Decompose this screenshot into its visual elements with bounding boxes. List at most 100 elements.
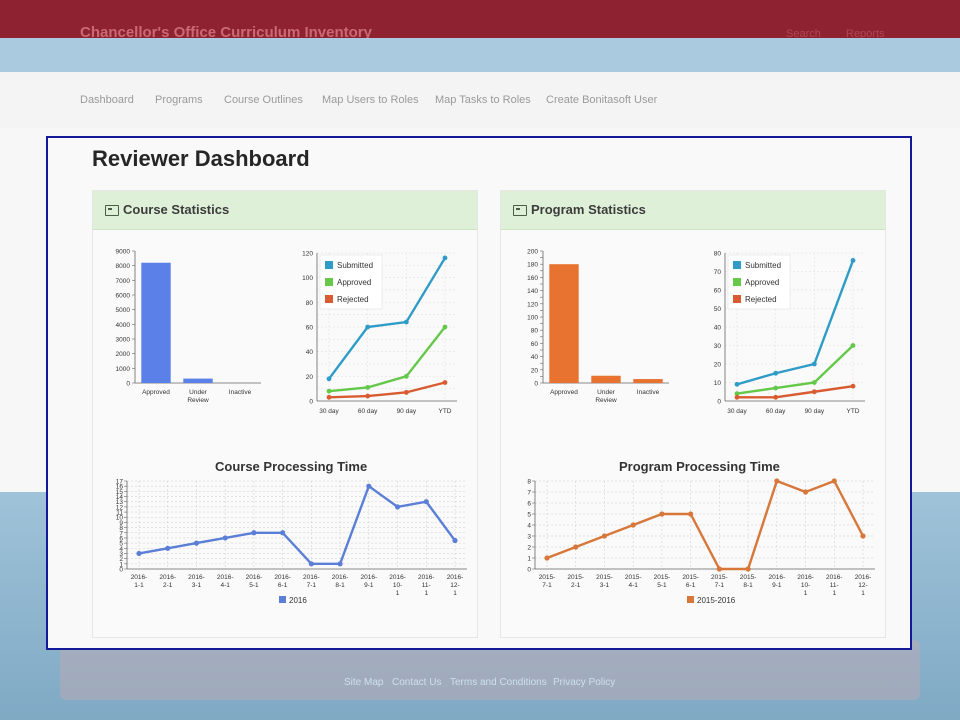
data-point-rejected <box>734 394 740 400</box>
nav-item-map-users-to-roles[interactable]: Map Users to Roles <box>322 94 419 106</box>
y-tick-label: 40 <box>306 349 314 356</box>
y-tick-label: 4 <box>119 546 123 553</box>
y-tick-label: 1 <box>119 561 123 568</box>
x-tick-label: 2016- <box>217 574 234 581</box>
x-tick-label: 2016- <box>418 574 435 581</box>
y-tick-label: 12 <box>116 504 124 511</box>
data-point-approved <box>403 373 409 379</box>
dashboard-highlight-frame: Reviewer Dashboard Course Statistics 0 10… <box>46 136 912 650</box>
y-tick-label: 4 <box>527 523 531 530</box>
x-tick-label: 2015- <box>654 574 671 581</box>
y-tick-label: 2 <box>527 545 531 552</box>
data-point <box>251 530 257 536</box>
x-tick-label: 7-1 <box>542 582 552 589</box>
bar-inactive <box>633 379 663 383</box>
x-tick-label: Under <box>597 389 616 396</box>
x-tick-label: 3-1 <box>600 582 610 589</box>
x-tick-label: 1 <box>832 590 836 597</box>
x-tick-label: 2016- <box>797 574 814 581</box>
x-tick-label: 60 day <box>766 408 786 415</box>
x-tick-label: 2015- <box>682 574 699 581</box>
data-point-rejected <box>850 383 856 389</box>
x-tick-label: 30 day <box>319 408 339 415</box>
data-point-approved <box>734 391 740 396</box>
y-tick-label: 15 <box>116 489 124 496</box>
footer-link-site-map[interactable]: Site Map <box>344 677 384 688</box>
data-point-submitted <box>850 258 856 263</box>
x-tick-label: 2015- <box>596 574 613 581</box>
program-status-bar-chart: 0 20 40 60 80 100 120 140 160 180 200 Approved Under… <box>527 249 669 404</box>
data-point-approved <box>850 343 856 348</box>
data-point-submitted <box>365 324 371 330</box>
footer-link-terms[interactable]: Terms and Conditions <box>450 677 547 688</box>
y-tick-label: 10 <box>116 515 124 522</box>
nav-item-map-tasks-to-roles[interactable]: Map Tasks to Roles <box>435 94 531 106</box>
search-link[interactable]: Search <box>786 28 821 40</box>
y-tick-label: 5000 <box>116 307 131 314</box>
footer-link-privacy[interactable]: Privacy Policy <box>553 677 616 688</box>
y-tick-label: 70 <box>714 269 722 276</box>
y-tick-label: 7000 <box>116 278 131 285</box>
y-tick-label: 6000 <box>116 293 131 300</box>
course-statistics-panel: Course Statistics 0 1000 2000 3000 4000 5000 6… <box>92 190 478 638</box>
x-tick-label: 2016- <box>274 574 291 581</box>
legend-label: 2016 <box>289 596 307 605</box>
x-tick-label: Approved <box>142 389 170 396</box>
y-tick-label: 0 <box>309 399 313 406</box>
y-tick-label: 30 <box>714 343 722 350</box>
data-point <box>452 537 458 544</box>
x-tick-label: Inactive <box>229 389 252 396</box>
brand-title[interactable]: Chancellor's Office Curriculum Inventory <box>80 24 372 41</box>
series-line <box>138 484 456 566</box>
bar-under-review <box>183 378 213 383</box>
footer-link-contact-us[interactable]: Contact Us <box>392 677 442 688</box>
x-tick-label: 6-1 <box>278 582 288 589</box>
x-tick-label: YTD <box>847 408 860 415</box>
nav-item-programs[interactable]: Programs <box>155 94 203 106</box>
program-trend-line-chart: 0 10 20 30 40 50 60 70 80 30 day 60 day 90 day YTD Su… <box>714 251 865 415</box>
y-tick-label: 80 <box>531 328 539 335</box>
series-line-submitted <box>736 259 855 386</box>
x-tick-label: 2-1 <box>571 582 581 589</box>
data-point-submitted <box>442 255 448 261</box>
legend-label-rejected: Rejected <box>745 295 777 304</box>
y-tick-label: 17 <box>116 479 124 486</box>
legend-label-submitted: Submitted <box>337 261 373 270</box>
y-tick-label: 8000 <box>116 263 131 270</box>
x-tick-label: Review <box>187 397 209 404</box>
x-tick-label: 2015- <box>740 574 757 581</box>
legend-swatch <box>733 295 741 303</box>
y-tick-label: 180 <box>527 262 538 269</box>
data-point <box>831 478 837 484</box>
nav-item-create-bonitasoft-user[interactable]: Create Bonitasoft User <box>546 94 658 106</box>
legend-swatch <box>325 261 333 269</box>
x-tick-label: 1 <box>396 590 400 597</box>
y-tick-label: 5 <box>119 541 123 548</box>
program-statistics-header: Program Statistics <box>501 191 885 230</box>
x-tick-label: 4-1 <box>220 582 230 589</box>
x-tick-label: 3-1 <box>192 582 202 589</box>
data-point <box>573 544 579 550</box>
x-tick-label: 2015- <box>567 574 584 581</box>
course-processing-line-chart: 012345678910111213141516172016-1-12016-2… <box>116 479 467 605</box>
x-tick-label: 90 day <box>805 408 825 415</box>
nav-item-course-outlines[interactable]: Course Outlines <box>224 94 303 106</box>
data-point-approved <box>811 380 817 385</box>
x-tick-label: 1-1 <box>134 582 144 589</box>
data-point-approved <box>773 385 779 391</box>
background-laptop-shape <box>60 640 920 700</box>
y-tick-label: 9 <box>119 520 123 527</box>
data-point <box>366 483 372 489</box>
x-tick-label: 2016- <box>303 574 320 581</box>
y-tick-label: 3 <box>527 534 531 541</box>
x-tick-label: 9-1 <box>772 582 782 589</box>
x-tick-label: 1 <box>861 590 865 597</box>
x-tick-label: Review <box>595 397 617 404</box>
legend-label-submitted: Submitted <box>745 261 781 270</box>
data-point <box>544 555 550 561</box>
data-point <box>193 540 200 546</box>
reports-link[interactable]: Reports <box>846 28 885 40</box>
program-statistics-title: Program Statistics <box>531 202 646 217</box>
x-tick-label: 2015- <box>539 574 556 581</box>
nav-item-dashboard[interactable]: Dashboard <box>80 94 134 106</box>
